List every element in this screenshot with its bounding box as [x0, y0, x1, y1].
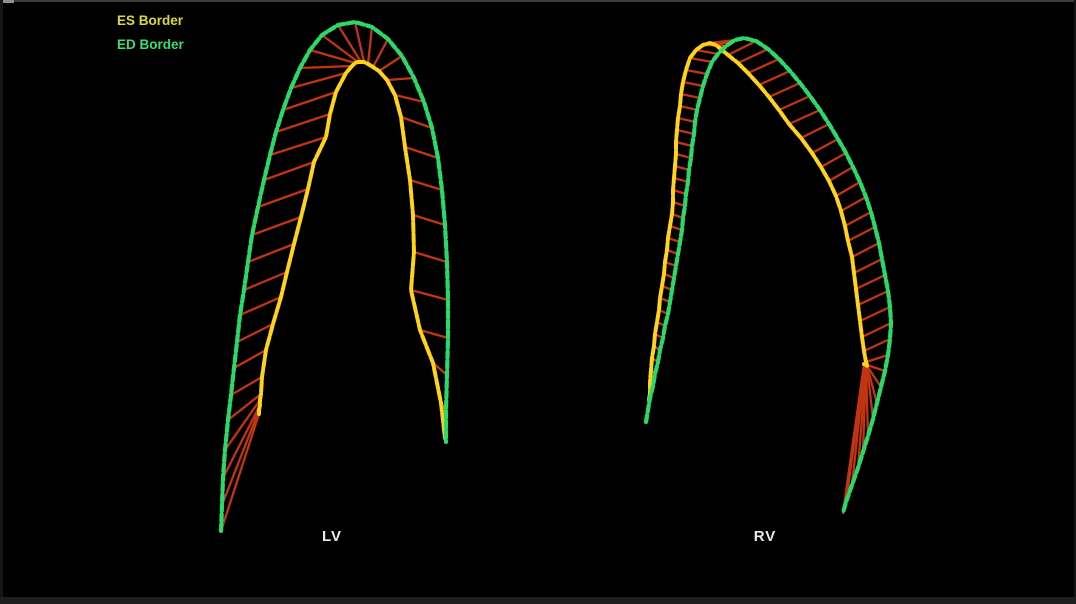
frame-bottom-edge	[0, 597, 1076, 604]
legend-item-es-border: ES Border	[117, 13, 184, 28]
legend-item-ed-border: ED Border	[117, 37, 184, 52]
frame-right-edge	[1074, 0, 1076, 604]
displacement-vectors	[644, 36, 893, 515]
rv-label: RV	[753, 528, 777, 545]
ed-border-path	[643, 35, 894, 516]
es-border-path	[257, 60, 447, 440]
ventricle-rv	[643, 35, 894, 516]
legend: ES Border ED Border	[117, 9, 184, 57]
es-border-path	[647, 41, 869, 402]
lv-label: LV	[321, 528, 343, 545]
ventricle-lv	[218, 19, 451, 534]
frame-top-accent	[0, 0, 14, 3]
ed-border-path	[218, 19, 451, 534]
frame-top-edge	[0, 0, 1076, 2]
displacement-vectors	[219, 20, 450, 533]
frame-left-edge	[0, 0, 3, 604]
